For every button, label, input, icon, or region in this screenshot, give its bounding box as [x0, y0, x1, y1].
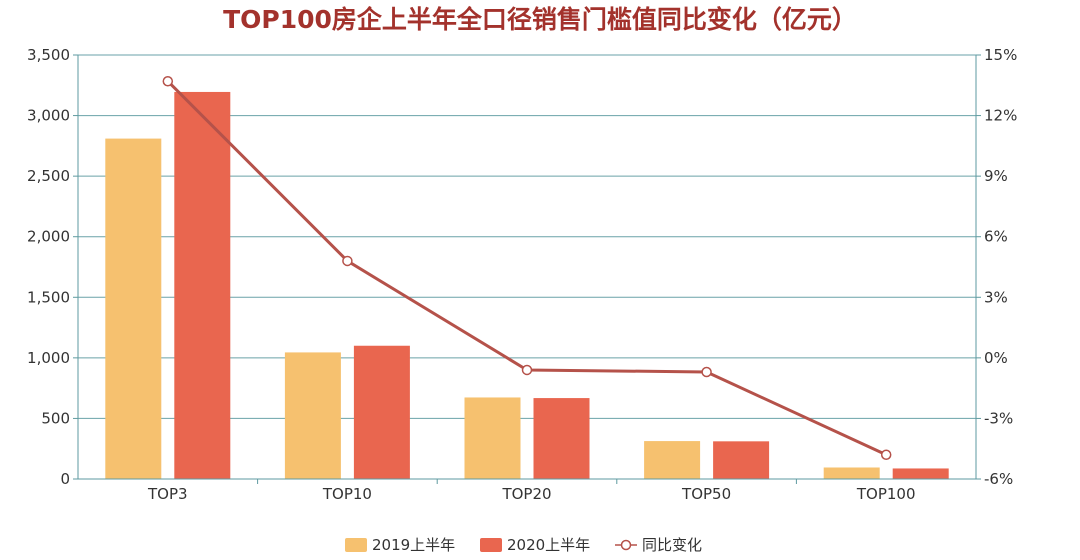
- legend-label: 2019上半年: [372, 536, 455, 554]
- category-axis: TOP3 TOP10 TOP20 TOP50 TOP100: [78, 478, 976, 503]
- yoy-point: [521, 364, 533, 376]
- left-tick-label: 2,500: [27, 167, 70, 185]
- left-tick-label: 1,000: [27, 349, 70, 367]
- category-label: TOP50: [681, 485, 731, 503]
- category-label: TOP100: [856, 485, 916, 503]
- bar-first-series: [823, 467, 880, 479]
- bar-first-series: [464, 397, 521, 479]
- category-label: TOP3: [147, 485, 188, 503]
- yoy-point: [342, 255, 353, 267]
- bar-second-series: [533, 398, 590, 479]
- legend-marker: [620, 539, 632, 551]
- left-tick-label: 2,000: [27, 228, 70, 246]
- yoy-point: [880, 449, 892, 461]
- bar-second-series: [174, 91, 231, 479]
- chart-title: TOP100房企上半年全口径销售门槛值同比变化（亿元）: [223, 5, 857, 34]
- right-tick-label: 12%: [984, 107, 1017, 125]
- left-tick-label: 1,500: [27, 288, 70, 306]
- right-tick-label: -6%: [984, 470, 1013, 488]
- legend-swatch: [480, 538, 502, 552]
- legend-label: 2020上半年: [507, 536, 590, 554]
- legend: 2019上半年 2020上半年 同比变化: [345, 536, 702, 554]
- bar-first-series: [284, 352, 341, 479]
- bar-second-series: [892, 468, 949, 479]
- bar-second-series: [353, 345, 410, 479]
- right-tick-label: 3%: [984, 288, 1008, 306]
- right-tick-label: 0%: [984, 349, 1008, 367]
- bars: [105, 91, 949, 480]
- yoy-line: [166, 80, 887, 457]
- category-label: TOP20: [501, 485, 551, 503]
- bar-first-series: [644, 441, 701, 479]
- bar-first-series: [105, 138, 162, 480]
- right-tick-label: 9%: [984, 167, 1008, 185]
- right-tick-label: -3%: [984, 409, 1013, 427]
- legend-label: 同比变化: [642, 536, 702, 554]
- category-label: TOP10: [322, 485, 372, 503]
- right-tick-label: 6%: [984, 228, 1008, 246]
- legend-swatch: [345, 538, 367, 552]
- right-tick-label: 15%: [984, 46, 1017, 64]
- left-tick-label: 0: [60, 470, 70, 488]
- left-axis: 0 500 1,000 1,500 2,000 2,500 3,000 3,500: [27, 46, 79, 488]
- yoy-line-series: [162, 75, 892, 461]
- left-tick-label: 3,000: [27, 107, 70, 125]
- left-tick-label: 500: [41, 409, 70, 427]
- left-tick-label: 3,500: [27, 46, 70, 64]
- right-axis: -6% -3% 0% 3% 6% 9% 12% 15%: [975, 46, 1017, 488]
- bar-second-series: [713, 441, 770, 479]
- yoy-point: [162, 75, 174, 87]
- yoy-point: [701, 366, 712, 378]
